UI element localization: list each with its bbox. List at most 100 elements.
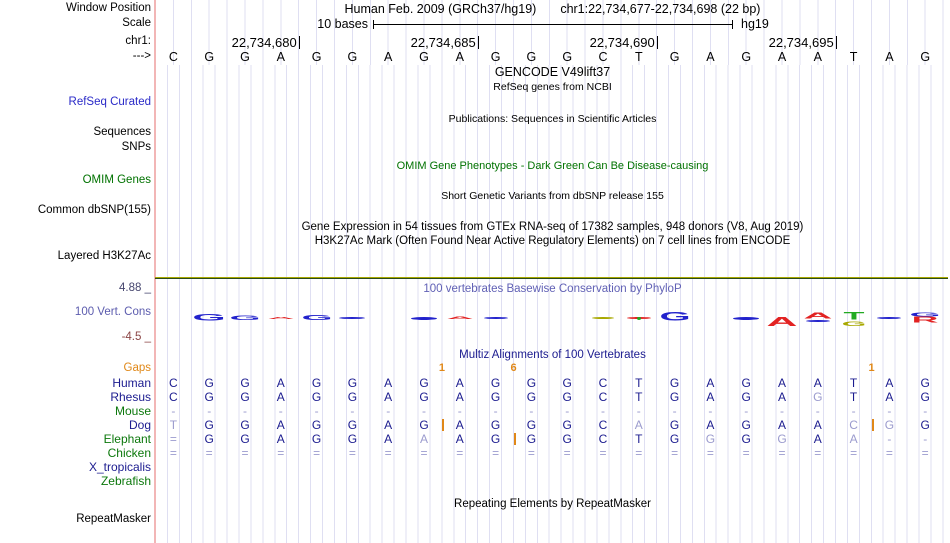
track-label-100-vert-cons[interactable]: 100 Vert. Cons xyxy=(74,306,151,318)
cons-logo-line xyxy=(805,320,830,322)
align-base: G xyxy=(526,390,537,404)
track-label-omim-genes[interactable]: OMIM Genes xyxy=(82,174,151,186)
track-label-refseq-curated[interactable]: RefSeq Curated xyxy=(68,96,151,108)
sequence-base: G xyxy=(669,50,680,64)
ruler-tick-mark xyxy=(298,36,300,49)
align-base: A xyxy=(455,390,464,404)
track-title-h3k27ac[interactable]: H3K27Ac Mark (Often Found Near Active Re… xyxy=(314,235,791,247)
align-base: G xyxy=(562,418,572,432)
align-base: - xyxy=(887,404,892,418)
align-base: = xyxy=(169,432,177,446)
gap-count: 1 xyxy=(438,362,445,374)
align-base: A xyxy=(813,418,822,432)
insert-bar xyxy=(441,419,444,431)
species-label-x_tropicalis[interactable]: X_tropicalis xyxy=(88,460,151,474)
align-base: G xyxy=(311,432,322,446)
species-label-chicken[interactable]: Chicken xyxy=(107,446,151,460)
sequence-base: T xyxy=(634,50,643,64)
track-title-refseq[interactable]: RefSeq genes from NCBI xyxy=(493,81,612,93)
cons-logo-letter: A xyxy=(766,314,798,330)
align-base: G xyxy=(669,376,680,390)
sequence-base: A xyxy=(384,50,393,64)
ruler-tick-label: 22,734,690 xyxy=(589,35,655,50)
ruler-tick-mark xyxy=(656,36,658,49)
track-title-gencode[interactable]: GENCODE V49lift37 xyxy=(494,65,611,79)
align-base: - xyxy=(493,404,498,418)
align-base: T xyxy=(635,390,643,404)
align-base: G xyxy=(204,390,214,404)
align-base: - xyxy=(350,404,355,418)
species-label-elephant[interactable]: Elephant xyxy=(103,432,151,446)
track-title-phylop[interactable]: 100 vertebrates Basewise Conservation by… xyxy=(423,283,682,295)
sequence-base: G xyxy=(741,50,752,64)
track-title-dbsnp[interactable]: Short Genetic Variants from dbSNP releas… xyxy=(441,190,664,202)
species-label-dog[interactable]: Dog xyxy=(128,418,151,432)
align-base: = xyxy=(348,446,356,460)
track-title-gtex[interactable]: Gene Expression in 54 tissues from GTEx … xyxy=(301,221,804,233)
align-base: G xyxy=(240,390,250,404)
phylop-max-value: 4.88 _ xyxy=(119,282,151,294)
align-base: G xyxy=(669,432,680,446)
align-base: - xyxy=(923,432,928,446)
species-label-mouse[interactable]: Mouse xyxy=(114,404,151,418)
align-base: G xyxy=(741,376,751,390)
align-base: A xyxy=(384,418,393,432)
align-base: G xyxy=(490,432,501,446)
sequence-base: G xyxy=(562,50,573,64)
align-base: A xyxy=(885,390,894,404)
track-label-repeatmasker[interactable]: RepeatMasker xyxy=(76,513,151,525)
align-base: - xyxy=(815,404,820,418)
track-title-omim[interactable]: OMIM Gene Phenotypes - Dark Green Can Be… xyxy=(396,160,709,172)
align-base: A xyxy=(384,390,393,404)
ruler-tick-mark xyxy=(477,36,479,49)
track-label-layered-h3k27ac[interactable]: Layered H3K27Ac xyxy=(57,250,151,262)
gap-count: 1 xyxy=(868,362,875,374)
track-label-sequences[interactable]: Sequences xyxy=(93,126,151,138)
insert-bar xyxy=(513,433,516,445)
track-title-multiz[interactable]: Multiz Alignments of 100 Vertebrates xyxy=(459,349,646,361)
cons-logo-letter: G xyxy=(841,320,866,328)
cons-logo-letter: G xyxy=(229,314,261,322)
align-base: = xyxy=(814,446,822,460)
sequence-base: A xyxy=(276,50,285,64)
cons-logo-line xyxy=(733,316,760,320)
sequence-base: C xyxy=(168,50,178,64)
cons-logo-letter: R xyxy=(911,315,939,325)
species-label-rhesus[interactable]: Rhesus xyxy=(110,390,151,404)
align-base: - xyxy=(708,404,713,418)
track-label-common-dbsnp[interactable]: Common dbSNP(155) xyxy=(37,204,151,216)
track-label-snps[interactable]: SNPs xyxy=(121,141,151,153)
align-base: = xyxy=(313,446,321,460)
align-base: G xyxy=(705,432,716,446)
align-base: - xyxy=(780,404,784,418)
align-base: = xyxy=(706,446,714,460)
cons-logo-letter: A xyxy=(446,315,474,321)
sequence-base: A xyxy=(885,50,894,64)
sequence-base: G xyxy=(311,50,322,64)
track-label-gaps[interactable]: Gaps xyxy=(123,362,152,374)
align-base: A xyxy=(384,432,393,446)
cons-logo-line xyxy=(411,316,437,320)
align-base: T xyxy=(635,432,643,446)
position-range: chr1:22,734,677-22,734,698 (22 bp) xyxy=(560,2,761,16)
sequence-base: A xyxy=(706,50,715,64)
align-base: A xyxy=(849,432,858,446)
align-base: G xyxy=(419,390,429,404)
align-base: A xyxy=(276,390,285,404)
species-label-human[interactable]: Human xyxy=(112,376,151,390)
align-base: - xyxy=(457,404,462,418)
align-base: G xyxy=(562,376,572,390)
align-base: A xyxy=(419,432,429,446)
strand-direction-label: ---> xyxy=(132,50,151,62)
align-base: G xyxy=(669,390,680,404)
align-base: = xyxy=(527,446,535,460)
cons-logo-dot xyxy=(636,316,641,320)
align-base: - xyxy=(744,404,749,418)
align-base: - xyxy=(278,404,283,418)
sequence-base: A xyxy=(777,50,787,64)
cons-logo-letter: A xyxy=(803,311,833,321)
track-title-publications[interactable]: Publications: Sequences in Scientific Ar… xyxy=(448,113,657,125)
track-title-repeatmasker[interactable]: Repeating Elements by RepeatMasker xyxy=(454,498,651,510)
align-base: A xyxy=(634,418,643,432)
species-label-zebrafish[interactable]: Zebrafish xyxy=(100,474,151,488)
